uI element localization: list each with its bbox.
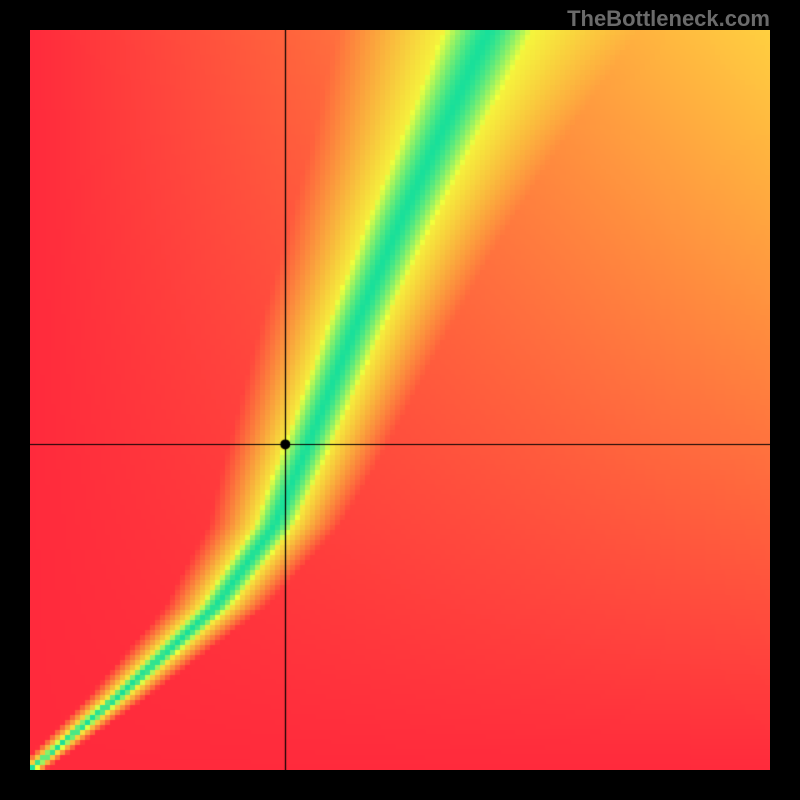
watermark-text: TheBottleneck.com <box>567 6 770 32</box>
bottleneck-heatmap <box>30 30 770 770</box>
